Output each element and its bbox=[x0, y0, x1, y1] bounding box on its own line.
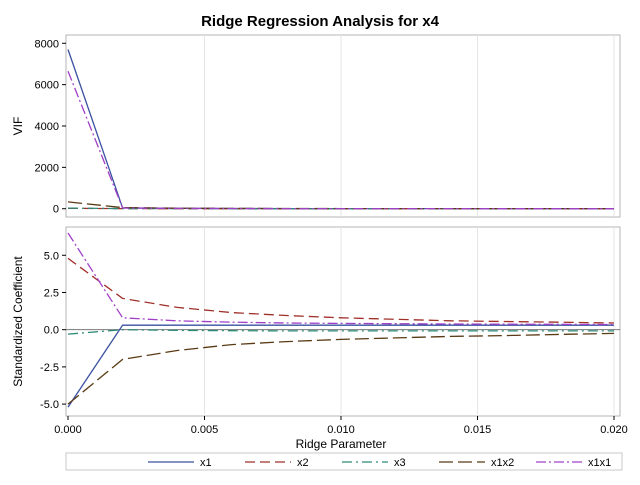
legend-label-x3: x3 bbox=[394, 457, 406, 469]
y-tick-label: 0 bbox=[53, 204, 59, 216]
legend-label-x1x2: x1x2 bbox=[491, 457, 514, 469]
y-tick-label: 5.0 bbox=[44, 250, 59, 262]
x-tick-label: 0.000 bbox=[54, 424, 82, 436]
vif-panel: 0 2000 4000 6000 8000 VIF bbox=[11, 35, 620, 217]
y-axis-label: VIF bbox=[11, 117, 25, 136]
coefficient-panel: -5.0 -2.5 0.0 2.5 5.0 Standardized Coefficien… bbox=[11, 227, 620, 416]
legend-label-x2: x2 bbox=[297, 457, 309, 469]
x-tick-label: 0.010 bbox=[327, 424, 355, 436]
y-tick-label: -5.0 bbox=[40, 399, 59, 411]
x-tick-label: 0.005 bbox=[191, 424, 219, 436]
chart-title: Ridge Regression Analysis for x4 bbox=[201, 13, 440, 30]
panel-frame bbox=[66, 35, 620, 217]
y-axis-label: Standardized Coefficient bbox=[11, 256, 25, 387]
y-tick-label: 2.5 bbox=[44, 287, 59, 299]
y-tick-label: -2.5 bbox=[40, 362, 59, 374]
y-tick-label: 2000 bbox=[35, 162, 59, 174]
x-tick-label: 0.015 bbox=[464, 424, 492, 436]
legend-label-x1: x1 bbox=[200, 457, 212, 469]
legend-label-x1x1: x1x1 bbox=[588, 457, 611, 469]
y-tick-label: 6000 bbox=[35, 80, 59, 92]
y-tick-label: 4000 bbox=[35, 121, 59, 133]
x-axis-label: Ridge Parameter bbox=[296, 437, 387, 451]
y-tick-label: 0.0 bbox=[44, 325, 59, 337]
y-tick-label: 8000 bbox=[35, 38, 59, 50]
x-axis-ticks: 0.000 0.005 0.010 0.015 0.020 bbox=[54, 416, 628, 436]
x-tick-label: 0.020 bbox=[600, 424, 628, 436]
